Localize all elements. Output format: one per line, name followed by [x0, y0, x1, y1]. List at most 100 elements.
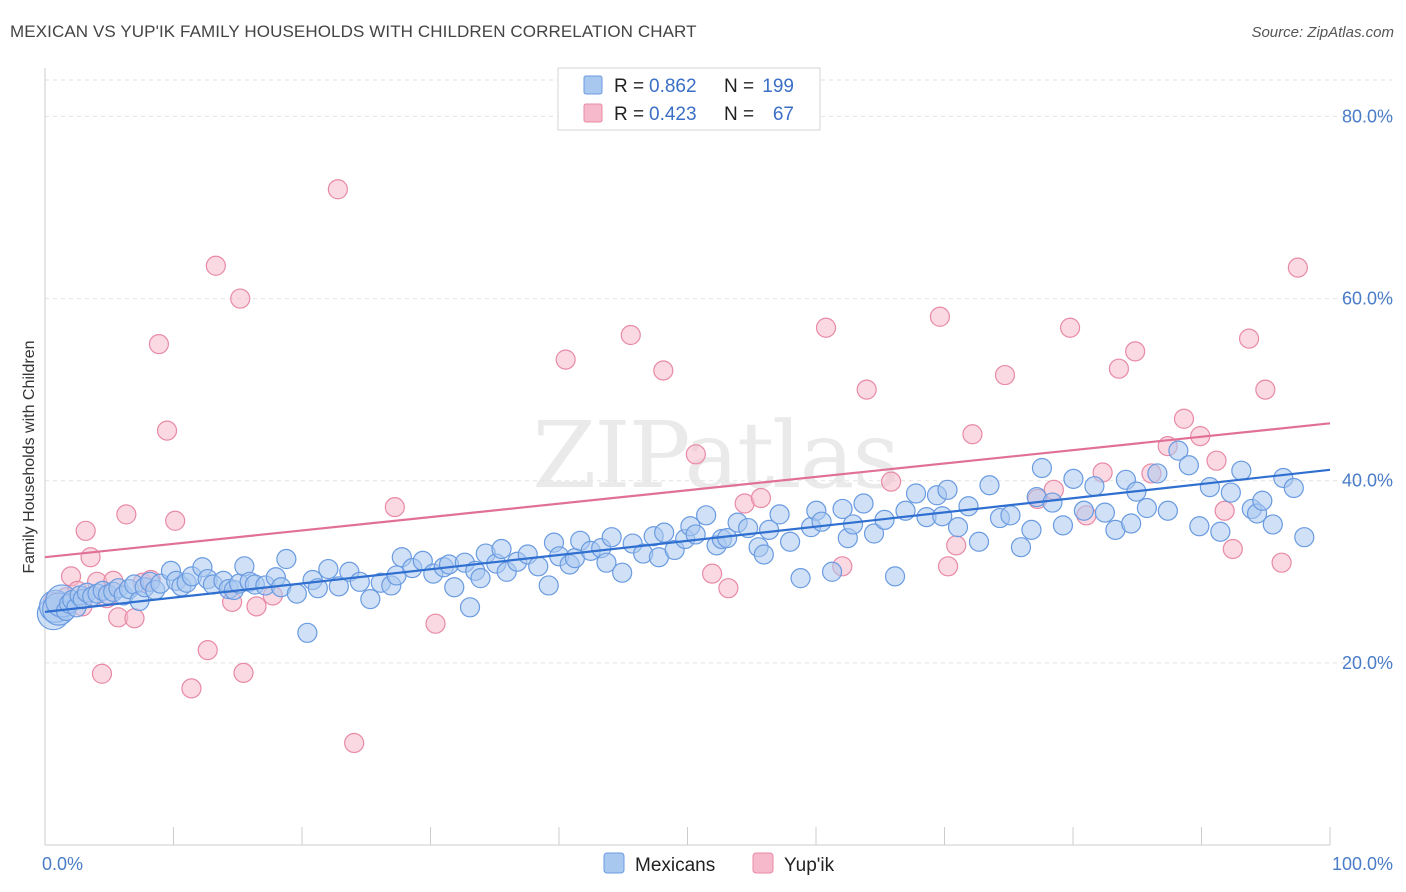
- legend-r-value-2: 0.423: [649, 104, 697, 125]
- yupik-point-17: [148, 334, 169, 355]
- yupik-point-9: [91, 663, 113, 684]
- yupik-point-28: [327, 179, 348, 200]
- mexicans-point-44: [286, 583, 307, 604]
- y-axis-title: Family Households with Children: [21, 341, 38, 574]
- mexicans-point-103: [769, 504, 790, 525]
- bottom-legend-label-mexicans: Mexicans: [635, 855, 715, 876]
- mexicans-point-105: [790, 568, 811, 589]
- mexicans-points: [36, 440, 1315, 643]
- yupik-point-44: [929, 306, 951, 327]
- mexicans-point-141: [1121, 513, 1142, 534]
- mexicans-point-74: [538, 575, 559, 596]
- mexicans-point-158: [1283, 477, 1304, 499]
- yupik-point-22: [205, 255, 226, 276]
- mexicans-point-108: [811, 511, 832, 532]
- mexicans-point-43: [276, 548, 297, 570]
- yupik-point-34: [653, 360, 674, 381]
- yupik-point-29: [344, 732, 365, 754]
- legend: R = 0.862 N = 199 R = 0.423 N = 67: [557, 67, 821, 131]
- mexicans-point-138: [1094, 502, 1116, 523]
- mexicans-point-47: [307, 578, 328, 599]
- yupik-point-58: [1173, 408, 1195, 429]
- mexicans-point-118: [905, 483, 927, 504]
- mexicans-point-104: [779, 531, 801, 552]
- mexicans-point-125: [968, 531, 990, 552]
- mexicans-point-155: [1252, 490, 1273, 511]
- mexicans-point-137: [1084, 476, 1105, 497]
- mexicans-point-69: [491, 538, 512, 560]
- mexicans-point-113: [853, 493, 874, 514]
- mexicans-point-126: [979, 475, 1000, 496]
- yupik-trend-line: [44, 422, 1331, 559]
- mexicans-point-147: [1178, 455, 1199, 476]
- yupik-point-19: [165, 510, 186, 531]
- y-tick-label-2: 60.0%: [1342, 289, 1393, 309]
- mexicans-point-133: [1042, 492, 1063, 513]
- mexicans-point-124: [958, 496, 979, 517]
- mexicans-point-128: [1000, 505, 1021, 526]
- mexicans-point-159: [1294, 527, 1315, 548]
- yupik-point-6: [75, 520, 96, 541]
- mexicans-point-66: [470, 568, 491, 589]
- yupik-point-60: [1206, 450, 1227, 471]
- bottom-legend-swatch-yupik: [752, 852, 774, 874]
- mexicans-point-110: [832, 498, 853, 520]
- yupik-point-21: [197, 640, 218, 661]
- mexicans-point-101: [753, 544, 774, 565]
- mexicans-point-83: [601, 527, 622, 548]
- yupik-point-64: [1255, 379, 1276, 400]
- yupik-point-32: [555, 349, 576, 370]
- mexicans-point-132: [1031, 457, 1053, 479]
- mexicans-point-109: [821, 561, 843, 582]
- yupik-point-65: [1271, 552, 1292, 573]
- yupik-point-33: [620, 324, 641, 346]
- legend-r-label-1: R =: [614, 76, 644, 97]
- axes: [44, 68, 1331, 846]
- yupik-point-20: [181, 678, 202, 699]
- yupik-point-55: [1125, 341, 1146, 362]
- watermark: ZIPatlas: [532, 402, 897, 509]
- mexicans-point-84: [612, 562, 633, 583]
- mexicans-point-156: [1262, 514, 1283, 535]
- legend-swatch-yupik: [583, 103, 603, 123]
- chart-title: MEXICAN VS YUP'IK FAMILY HOUSEHOLDS WITH…: [10, 22, 697, 41]
- mexicans-point-82: [596, 552, 617, 573]
- mexicans-trend-line: [44, 468, 1331, 613]
- bottom-legend: Mexicans Yup'ik: [603, 852, 835, 876]
- mexicans-point-145: [1157, 500, 1178, 521]
- legend-n-label-1: N =: [724, 76, 754, 97]
- mexicans-point-51: [349, 571, 370, 592]
- legend-swatch-mexicans: [583, 75, 603, 95]
- mexicans-point-52: [360, 589, 381, 610]
- mexicans-point-48: [318, 558, 339, 580]
- mexicans-point-45: [297, 622, 318, 643]
- mexicans-point-94: [696, 505, 717, 526]
- mexicans-point-49: [328, 576, 349, 597]
- bottom-legend-swatch-mexicans: [603, 852, 625, 874]
- mexicans-point-134: [1052, 515, 1074, 536]
- yupik-point-37: [718, 578, 739, 599]
- x-tick-label-0: 0.0%: [42, 854, 83, 874]
- y-tick-label-0: 20.0%: [1342, 653, 1393, 673]
- legend-n-value-2: 67: [773, 104, 794, 125]
- legend-r-label-2: R =: [614, 104, 644, 125]
- yupik-point-43: [880, 471, 902, 492]
- yupik-point-31: [425, 613, 446, 634]
- legend-r-value-1: 0.862: [649, 76, 697, 97]
- yupik-point-42: [856, 379, 877, 400]
- yupik-point-46: [946, 535, 967, 556]
- mexicans-point-123: [947, 517, 969, 538]
- mexicans-point-136: [1073, 500, 1095, 521]
- yupik-point-51: [1059, 317, 1081, 338]
- yupik-point-30: [384, 497, 405, 518]
- yupik-point-61: [1214, 500, 1235, 521]
- yupik-point-7: [80, 547, 101, 568]
- mexicans-point-112: [842, 514, 864, 535]
- x-tick-label-1: 100.0%: [1332, 854, 1393, 874]
- yupik-point-45: [937, 556, 959, 577]
- mexicans-point-146: [1168, 440, 1189, 461]
- mexicans-point-64: [459, 597, 481, 618]
- mexicans-point-135: [1063, 468, 1084, 489]
- yupik-point-25: [233, 662, 254, 683]
- mexicans-point-130: [1021, 519, 1042, 540]
